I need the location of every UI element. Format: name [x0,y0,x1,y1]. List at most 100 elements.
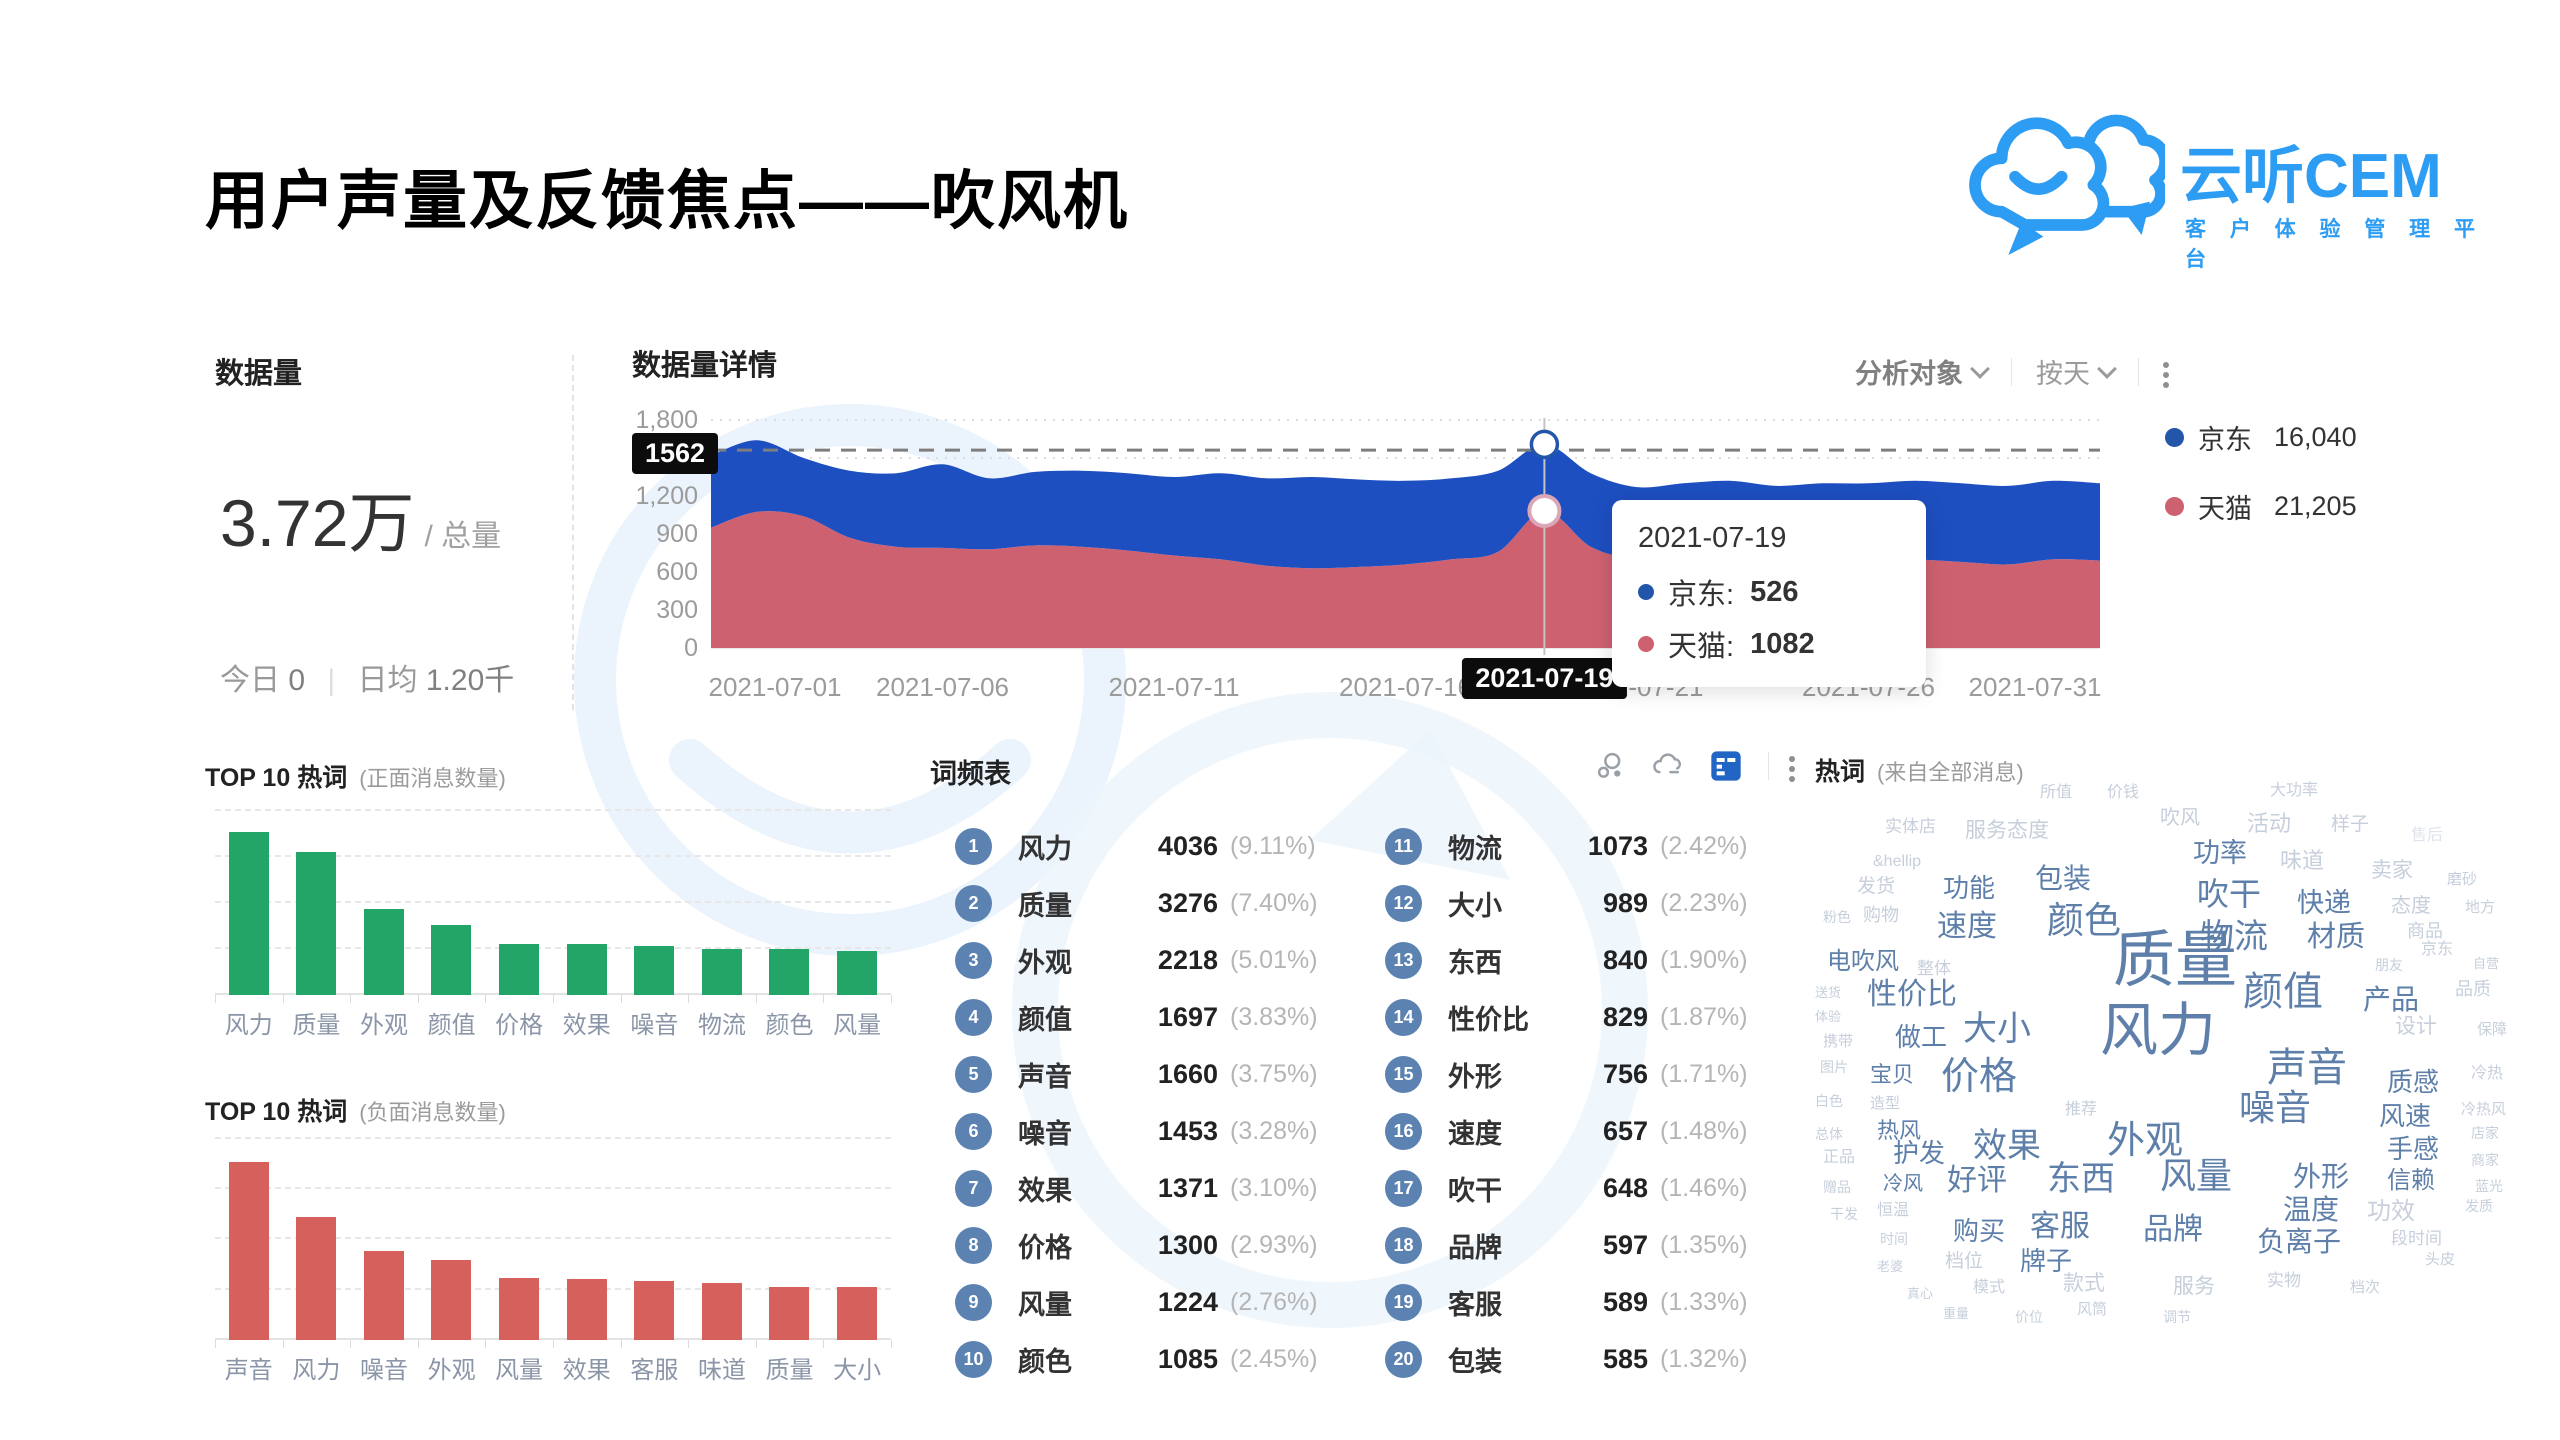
legend-item-tmall[interactable]: 天猫 21,205 [2165,487,2357,526]
cloud-word[interactable]: 店家 [2471,1125,2499,1141]
cloud-word[interactable]: 时间 [1880,1231,1908,1247]
cloud-word[interactable]: 朋友 [2375,957,2403,973]
table-row[interactable]: 15 外形 756 (1.71%) [1385,1046,1785,1103]
cloud-word[interactable]: 发质 [2465,1198,2493,1214]
cloud-word[interactable]: 冷热风 [2461,1101,2507,1118]
table-row[interactable]: 18 品牌 597 (1.35%) [1385,1217,1785,1274]
cloud-word[interactable]: 发货 [1857,876,1896,897]
cloud-word[interactable]: 客服 [2030,1210,2090,1243]
cloud-word[interactable]: 牌子 [2020,1246,2073,1276]
cloud-word[interactable]: 款式 [2063,1272,2105,1295]
cloud-word[interactable]: 风量 [2160,1155,2233,1196]
cloud-word[interactable]: 白色 [1815,1093,1843,1109]
cloud-word[interactable]: 价钱 [2107,784,2140,801]
bar-质量[interactable] [769,1286,810,1340]
cloud-word[interactable]: &hellip [1873,853,1922,870]
cloud-word[interactable]: 质量 [2113,926,2238,995]
cloud-word[interactable]: 声音 [2267,1046,2347,1090]
cloud-word[interactable]: 东西 [2047,1160,2115,1198]
bar-客服[interactable] [634,1281,675,1340]
analyze-object-dropdown[interactable]: 分析对象 [1855,352,1990,391]
bar-效果[interactable] [566,1279,607,1340]
cloud-word[interactable]: 总体 [1815,1126,1843,1142]
cloud-word[interactable]: 推荐 [2065,1101,2098,1118]
cloud-word[interactable]: 好评 [1947,1164,2007,1197]
cloud-word[interactable]: 风筒 [2077,1301,2108,1318]
cloud-word[interactable]: 价格 [1941,1056,2018,1098]
table-row[interactable]: 11 物流 1073 (2.42%) [1385,818,1785,875]
bar-价格[interactable] [498,944,539,995]
table-row[interactable]: 3 外观 2218 (5.01%) [955,932,1355,989]
bar-风力[interactable] [228,832,269,995]
cloud-word[interactable]: 温度 [2283,1194,2340,1225]
bar-外观[interactable] [363,908,404,995]
cloud-word[interactable]: 功率 [2193,838,2247,868]
kebab-menu-icon[interactable] [1789,756,1795,762]
cloud-word[interactable]: 冷热 [2471,1065,2504,1082]
bar-质量[interactable] [296,851,337,995]
table-row[interactable]: 8 价格 1300 (2.93%) [955,1217,1355,1274]
bar-效果[interactable] [566,944,607,995]
bar-大小[interactable] [836,1286,877,1340]
table-row[interactable]: 20 包装 585 (1.32%) [1385,1331,1785,1388]
cloud-word[interactable]: 负离子 [2257,1226,2342,1257]
cloud-word[interactable]: 商家 [2471,1152,2499,1168]
cloud-word[interactable]: 设计 [2395,1015,2437,1038]
cloud-word[interactable]: 卖家 [2371,859,2413,882]
cloud-word[interactable]: 样子 [2331,814,2370,835]
cloud-word[interactable]: 吹风 [2160,807,2200,829]
table-row[interactable]: 12 大小 989 (2.23%) [1385,875,1785,932]
cloud-word[interactable]: 包装 [2035,863,2092,894]
cloud-word[interactable]: 材质 [2307,921,2366,953]
cloud-word[interactable]: 图片 [1820,1059,1848,1075]
cloud-word[interactable]: 送货 [1815,985,1842,1000]
cloud-word[interactable]: 冷风 [1883,1173,1923,1195]
cloud-word[interactable]: 产品 [2363,984,2420,1015]
cloud-word[interactable]: 外观 [2107,1120,2184,1162]
cloud-word[interactable]: 信赖 [2387,1167,2435,1194]
wordcloud-icon[interactable] [1652,751,1684,781]
cloud-word[interactable]: 服务 [2173,1275,2215,1298]
cloud-word[interactable]: 保障 [2477,1021,2508,1038]
cloud-word[interactable]: 蓝光 [2475,1178,2503,1194]
cloud-word[interactable]: 头皮 [2425,1251,2456,1268]
cloud-word[interactable]: 重量 [1943,1306,1970,1321]
cloud-word[interactable]: 老婆 [1877,1259,1904,1274]
cloud-word[interactable]: 性价比 [1867,978,1957,1011]
cloud-word[interactable]: 味道 [2280,848,2325,873]
bar-声音[interactable] [228,1162,269,1340]
cloud-word[interactable]: 态度 [2391,895,2431,917]
cloud-word[interactable]: 大小 [1963,1010,2031,1048]
cloud-word[interactable]: 商品 [2407,921,2443,941]
cloud-word[interactable]: 大功率 [2270,782,2319,799]
bar-颜值[interactable] [431,924,472,995]
bar-风力[interactable] [296,1217,337,1340]
cloud-word[interactable]: 所值 [2040,784,2073,801]
cloud-word[interactable]: 风力 [2100,998,2217,1063]
table-row[interactable]: 1 风力 4036 (9.11%) [955,818,1355,875]
cloud-word[interactable]: 调节 [2163,1309,2191,1325]
table-row[interactable]: 14 性价比 829 (1.87%) [1385,989,1785,1046]
cloud-word[interactable]: 吹干 [2197,876,2262,912]
bar-噪音[interactable] [363,1251,404,1340]
table-row[interactable]: 16 速度 657 (1.48%) [1385,1103,1785,1160]
bar-物流[interactable] [701,949,742,995]
cloud-word[interactable]: 京东 [2421,941,2454,958]
cloud-word[interactable]: 颜色 [2047,900,2121,941]
table-view-icon[interactable] [1710,750,1742,782]
cloud-word[interactable]: 风速 [2379,1101,2432,1131]
cloud-word[interactable]: 造型 [1870,1095,1901,1112]
cloud-word[interactable]: 模式 [1973,1279,2006,1296]
cloud-word[interactable]: 服务态度 [1965,819,2049,842]
cloud-word[interactable]: 干发 [1830,1206,1858,1222]
cloud-word[interactable]: 护发 [1893,1138,1946,1168]
bar-外观[interactable] [431,1259,472,1340]
cloud-word[interactable]: 手感 [2387,1134,2440,1164]
table-row[interactable]: 7 效果 1371 (3.10%) [955,1160,1355,1217]
cloud-word[interactable]: 实体店 [1885,817,1936,836]
cloud-word[interactable]: 真心 [1907,1286,1934,1301]
table-row[interactable]: 9 风量 1224 (2.76%) [955,1274,1355,1331]
cloud-word[interactable]: 正品 [1823,1149,1856,1166]
cloud-word[interactable]: 自营 [2473,956,2500,971]
cloud-word[interactable]: 物流 [2200,918,2268,956]
